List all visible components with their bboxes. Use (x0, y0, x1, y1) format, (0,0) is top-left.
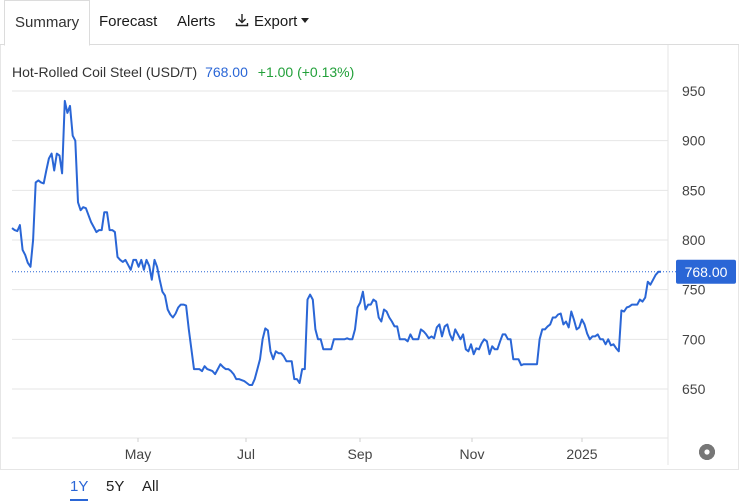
x-tick-label: Jul (237, 446, 255, 462)
export-label: Export (254, 13, 298, 30)
download-icon (235, 14, 249, 27)
price-series-line (11, 99, 661, 386)
y-tick-label: 900 (682, 133, 706, 149)
tab-alerts[interactable]: Alerts (177, 13, 216, 30)
tab-forecast[interactable]: Forecast (99, 13, 158, 30)
range-1y-button[interactable]: 1Y (70, 478, 89, 501)
legend-price: 768.00 (205, 64, 248, 80)
y-tick-label: 950 (682, 83, 706, 99)
y-tick-label: 750 (682, 282, 706, 298)
tab-summary[interactable]: Summary (4, 0, 91, 46)
tab-bar: Summary Forecast Alerts Export (0, 0, 739, 46)
legend-change: +1.00 (+0.13%) (257, 64, 355, 80)
chevron-down-icon (301, 18, 310, 23)
y-tick-label: 700 (682, 331, 706, 347)
legend-name: Hot-Rolled Coil Steel (USD/T) (12, 64, 198, 80)
x-tick-label: Sep (348, 446, 373, 462)
y-tick-label: 850 (682, 182, 706, 198)
y-tick-label: 800 (682, 232, 706, 248)
last-price-badge (676, 259, 736, 284)
range-all-button[interactable]: All (142, 478, 159, 495)
export-button[interactable]: Export (234, 0, 310, 45)
x-tick-label: May (125, 446, 151, 462)
chart-legend: Hot-Rolled Coil Steel (USD/T) 768.00 +1.… (12, 64, 354, 80)
x-tick-label: 2025 (566, 446, 597, 462)
range-selector: 1Y 5Y All (0, 469, 739, 501)
range-5y-button[interactable]: 5Y (106, 478, 125, 495)
last-price-label: 768.00 (685, 264, 728, 280)
x-tick-label: Nov (460, 446, 485, 462)
price-chart[interactable]: 650 700 750 800 850 900 950 May Jul Sep Nov 2025 768… (0, 0, 739, 469)
y-tick-label: 650 (682, 381, 706, 397)
gear-icon[interactable] (698, 443, 716, 461)
